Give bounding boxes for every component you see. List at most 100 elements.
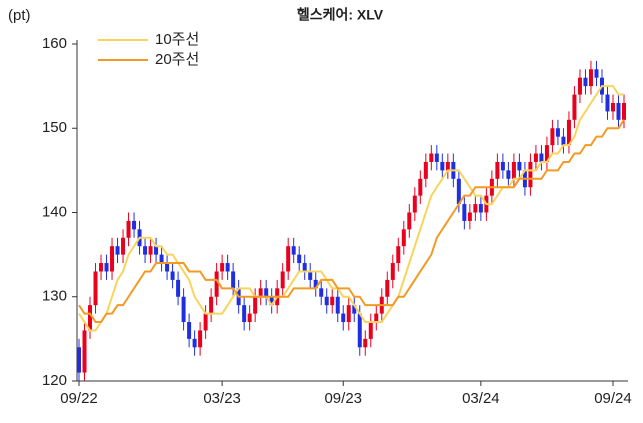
candle-body	[544, 145, 549, 162]
candle-body	[368, 322, 373, 339]
candle-body	[533, 153, 538, 162]
candle-body	[93, 271, 98, 306]
candle-body	[462, 204, 467, 221]
candle-body	[566, 119, 571, 146]
candle-body	[253, 296, 258, 314]
candle-body	[352, 305, 357, 314]
candle-body	[176, 279, 181, 297]
candle-body	[467, 212, 472, 221]
candle-body	[341, 313, 346, 323]
y-tick-label: 120	[42, 372, 67, 389]
candle-body	[121, 237, 126, 255]
candle-body	[478, 204, 483, 213]
candle-body	[396, 246, 401, 264]
y-tick-label: 150	[42, 119, 67, 136]
candle-body	[583, 77, 588, 87]
candle-body	[247, 313, 252, 323]
y-tick-label: 140	[42, 203, 67, 220]
candle-body	[407, 212, 412, 230]
candle-body	[181, 296, 186, 323]
candle-body	[324, 296, 329, 306]
legend-label: 10주선	[155, 31, 199, 48]
candle-body	[280, 271, 285, 289]
candle-body	[539, 153, 544, 162]
candle-body	[473, 204, 478, 213]
x-tick-label: 03/23	[203, 390, 241, 407]
candle-body	[456, 178, 461, 205]
candle-body	[225, 263, 230, 272]
x-tick-label: 03/24	[462, 390, 500, 407]
candle-body	[126, 220, 131, 238]
candle-body	[572, 94, 577, 120]
candle-body	[220, 263, 225, 272]
chart-title: 헬스케어: XLV	[297, 7, 384, 23]
y-tick-label: 160	[42, 35, 67, 52]
candle-body	[258, 288, 263, 297]
candle-body	[622, 102, 626, 120]
candle-body	[434, 153, 439, 162]
candle-body	[390, 263, 395, 280]
candle-body	[170, 271, 175, 280]
candle-body	[429, 153, 434, 162]
candle-body	[104, 263, 109, 272]
candle-body	[88, 305, 93, 331]
candle-body	[555, 128, 560, 137]
candle-body	[335, 296, 340, 314]
candle-body	[500, 161, 505, 171]
candle-body	[385, 279, 390, 297]
candle-body	[511, 161, 516, 179]
candle-body	[99, 263, 104, 272]
x-tick-label: 09/22	[60, 390, 98, 407]
candle-body	[313, 279, 318, 289]
candle-body	[412, 195, 417, 213]
candle-body	[154, 246, 159, 255]
candle-body	[82, 330, 87, 373]
candle-body	[357, 313, 362, 348]
candle-body	[319, 288, 324, 297]
candle-body	[231, 271, 236, 289]
candle-body	[561, 136, 566, 146]
ma-line	[78, 119, 625, 324]
y-axis-label: (pt)	[8, 7, 31, 24]
candle-body	[445, 161, 450, 171]
candle-body	[440, 161, 445, 171]
candle-body	[330, 296, 335, 306]
candle-body	[115, 246, 120, 255]
candle-body	[418, 178, 423, 196]
candle-body	[577, 77, 582, 95]
candle-body	[297, 254, 302, 264]
x-tick-label: 09/23	[324, 390, 362, 407]
candle-body	[187, 322, 192, 339]
candle-body	[528, 161, 533, 188]
candle-body	[209, 296, 214, 314]
candle-body	[192, 338, 197, 348]
candle-body	[610, 102, 615, 112]
candle-body	[269, 296, 274, 306]
candle-body	[159, 254, 164, 264]
candle-body	[198, 330, 203, 348]
candle-body	[495, 161, 500, 179]
legend-label: 20주선	[155, 51, 199, 68]
candle-body	[506, 170, 511, 179]
candle-body	[242, 305, 247, 323]
candle-body	[286, 246, 291, 272]
candle-body	[594, 69, 599, 78]
candle-body	[605, 94, 610, 112]
y-tick-label: 130	[42, 288, 67, 305]
candle-body	[203, 313, 208, 331]
candle-body	[143, 246, 148, 255]
candle-body	[165, 263, 170, 272]
candle-body	[302, 263, 307, 272]
candle-body	[132, 220, 137, 230]
candle-body	[214, 271, 219, 297]
candle-body	[346, 305, 351, 323]
x-tick-label: 09/24	[594, 390, 632, 407]
candle-body	[588, 69, 593, 87]
candle-body	[423, 161, 428, 179]
candle-body	[110, 246, 115, 272]
candle-body	[517, 161, 522, 171]
candle-body	[550, 128, 555, 146]
ma-line	[78, 85, 624, 332]
candle-body	[291, 246, 296, 255]
